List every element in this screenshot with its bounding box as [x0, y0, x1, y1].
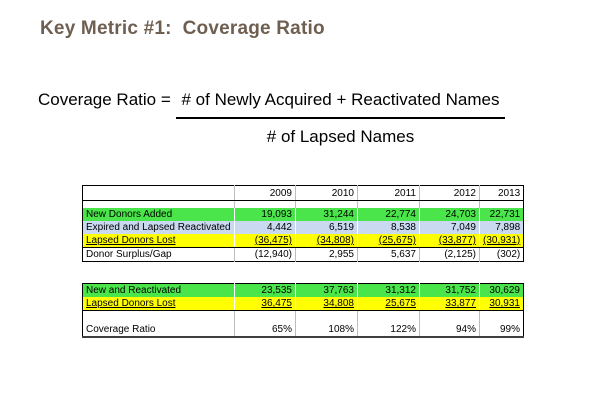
value-cell: 22,774	[357, 208, 420, 221]
value-cell: 94%	[419, 323, 480, 337]
formula-numerator: # of Newly Acquired + Reactivated Names	[175, 90, 506, 119]
value-cell: 4,442	[234, 221, 296, 234]
value-cell: (34,808)	[295, 234, 358, 248]
coverage-ratio-table: New and Reactivated 23,535 37,763 31,312 31,…	[82, 283, 524, 338]
table-row: New and Reactivated 23,535 37,763 31,312 31,…	[82, 283, 524, 297]
value-cell: 122%	[357, 323, 420, 337]
value-cell: (30,931)	[479, 234, 524, 248]
value-cell: 23,535	[234, 283, 296, 297]
value-cell: 30,629	[479, 283, 524, 297]
value-cell: 31,752	[419, 283, 480, 297]
value-cell	[419, 200, 480, 208]
coverage-ratio-formula: Coverage Ratio = # of Newly Acquired + R…	[38, 90, 506, 147]
row-label-cell	[83, 201, 235, 209]
year-header-cell: 2010	[295, 185, 358, 201]
page-title: Key Metric #1: Coverage Ratio	[40, 18, 325, 39]
row-label-cell: New and Reactivated	[82, 283, 235, 297]
formula-fraction: # of Newly Acquired + Reactivated Names …	[175, 90, 506, 147]
year-header-cell: 2011	[357, 185, 420, 201]
value-cell: 24,703	[419, 208, 480, 221]
value-cell: 2,955	[295, 247, 358, 262]
year-header-cell: 2012	[419, 185, 480, 201]
value-cell: 65%	[234, 323, 296, 337]
value-cell: 31,312	[357, 283, 420, 297]
row-label-cell: Lapsed Donors Lost	[82, 297, 235, 311]
value-cell: 37,763	[295, 283, 358, 297]
row-label-cell: Expired and Lapsed Reactivated	[82, 221, 235, 234]
value-cell	[479, 310, 524, 323]
value-cell: (302)	[478, 247, 524, 262]
value-cell: 108%	[295, 323, 358, 337]
table-row: Lapsed Donors Lost (36,475) (34,808) (25,67…	[82, 234, 524, 248]
year-header-row: 2009 2010 2011 2012 2013	[82, 185, 524, 201]
value-cell: 7,898	[479, 221, 524, 234]
row-label-cell	[83, 311, 235, 324]
value-cell: 36,475	[234, 297, 296, 311]
value-cell	[357, 310, 420, 323]
table-row	[83, 200, 524, 209]
formula-denominator: # of Lapsed Names	[266, 127, 415, 146]
table-row: Expired and Lapsed Reactivated 4,442 6,519…	[82, 221, 524, 234]
value-cell: 25,675	[357, 297, 420, 311]
donor-flow-table: 2009 2010 2011 2012 2013 New Donors Added 19,0…	[82, 185, 525, 262]
value-cell: 8,538	[357, 221, 420, 234]
value-cell	[234, 310, 296, 323]
value-cell	[478, 200, 524, 208]
value-cell: (33,877)	[419, 234, 480, 248]
row-label-cell: Lapsed Donors Lost	[82, 234, 235, 248]
value-cell	[419, 310, 480, 323]
table-row: Coverage Ratio 65% 108% 122% 94% 99%	[83, 323, 524, 337]
value-cell: 5,637	[357, 247, 420, 262]
row-label-cell: Donor Surplus/Gap	[86, 249, 172, 260]
row-label-cell: New Donors Added	[82, 208, 235, 221]
year-header-cell: 2009	[234, 185, 296, 201]
value-cell: 31,244	[295, 208, 358, 221]
value-cell: (36,475)	[234, 234, 296, 248]
row-label-cell: Coverage Ratio	[86, 324, 156, 335]
value-cell	[295, 200, 358, 208]
value-cell	[295, 310, 358, 323]
value-cell: 22,731	[479, 208, 524, 221]
value-cell: 34,808	[295, 297, 358, 311]
value-cell: 99%	[479, 323, 524, 337]
value-cell: 33,877	[419, 297, 480, 311]
value-cell	[357, 200, 420, 208]
value-cell: 6,519	[295, 221, 358, 234]
value-cell: 7,049	[419, 221, 480, 234]
value-cell: (2,125)	[419, 247, 480, 262]
value-cell	[234, 200, 296, 208]
value-cell: 30,931	[479, 297, 524, 311]
table-row: New Donors Added 19,093 31,244 22,774 24,703…	[82, 208, 524, 221]
value-cell: (25,675)	[357, 234, 420, 248]
year-header-cell	[82, 185, 235, 201]
value-cell: 19,093	[234, 208, 296, 221]
table-row	[83, 310, 524, 324]
year-header-cell: 2013	[478, 185, 524, 201]
value-cell: (12,940)	[234, 247, 296, 262]
table-row: Donor Surplus/Gap (12,940) 2,955 5,637 (2,12…	[83, 247, 524, 262]
formula-lhs: Coverage Ratio =	[38, 90, 176, 109]
table-row: Lapsed Donors Lost 36,475 34,808 25,675 33,8…	[82, 297, 524, 311]
